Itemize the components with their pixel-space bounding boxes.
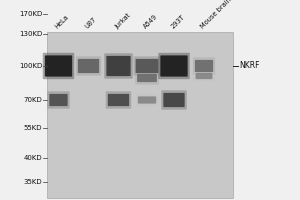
FancyBboxPatch shape	[193, 57, 215, 75]
Text: 100KD: 100KD	[19, 63, 42, 69]
Text: NKRF: NKRF	[239, 62, 260, 71]
FancyBboxPatch shape	[134, 56, 160, 76]
Text: Mouse brain: Mouse brain	[200, 0, 233, 30]
Text: 170KD: 170KD	[19, 11, 42, 17]
FancyBboxPatch shape	[138, 96, 156, 104]
FancyBboxPatch shape	[45, 55, 72, 77]
FancyBboxPatch shape	[135, 71, 159, 85]
FancyBboxPatch shape	[195, 60, 213, 72]
Text: 293T: 293T	[170, 14, 186, 30]
FancyBboxPatch shape	[161, 90, 187, 110]
FancyBboxPatch shape	[137, 74, 157, 82]
Text: HeLa: HeLa	[54, 14, 70, 30]
Text: 35KD: 35KD	[23, 179, 42, 185]
FancyBboxPatch shape	[47, 91, 70, 109]
Text: 70KD: 70KD	[23, 97, 42, 103]
FancyBboxPatch shape	[104, 53, 133, 79]
FancyBboxPatch shape	[108, 94, 129, 106]
Bar	[46, 32, 232, 198]
Text: A549: A549	[143, 14, 159, 30]
FancyBboxPatch shape	[136, 94, 158, 106]
FancyBboxPatch shape	[43, 53, 74, 79]
FancyBboxPatch shape	[78, 59, 99, 73]
FancyBboxPatch shape	[76, 56, 101, 76]
FancyBboxPatch shape	[158, 53, 190, 79]
FancyBboxPatch shape	[194, 70, 214, 82]
FancyBboxPatch shape	[163, 93, 184, 107]
FancyBboxPatch shape	[136, 59, 158, 73]
Text: 40KD: 40KD	[23, 155, 42, 161]
FancyBboxPatch shape	[106, 91, 131, 109]
FancyBboxPatch shape	[160, 55, 188, 77]
FancyBboxPatch shape	[49, 94, 68, 106]
Text: U87: U87	[84, 16, 98, 30]
FancyBboxPatch shape	[196, 73, 212, 79]
Text: Jurkat: Jurkat	[114, 12, 132, 30]
Text: 55KD: 55KD	[23, 125, 42, 131]
FancyBboxPatch shape	[106, 56, 131, 76]
Text: 130KD: 130KD	[19, 31, 42, 37]
